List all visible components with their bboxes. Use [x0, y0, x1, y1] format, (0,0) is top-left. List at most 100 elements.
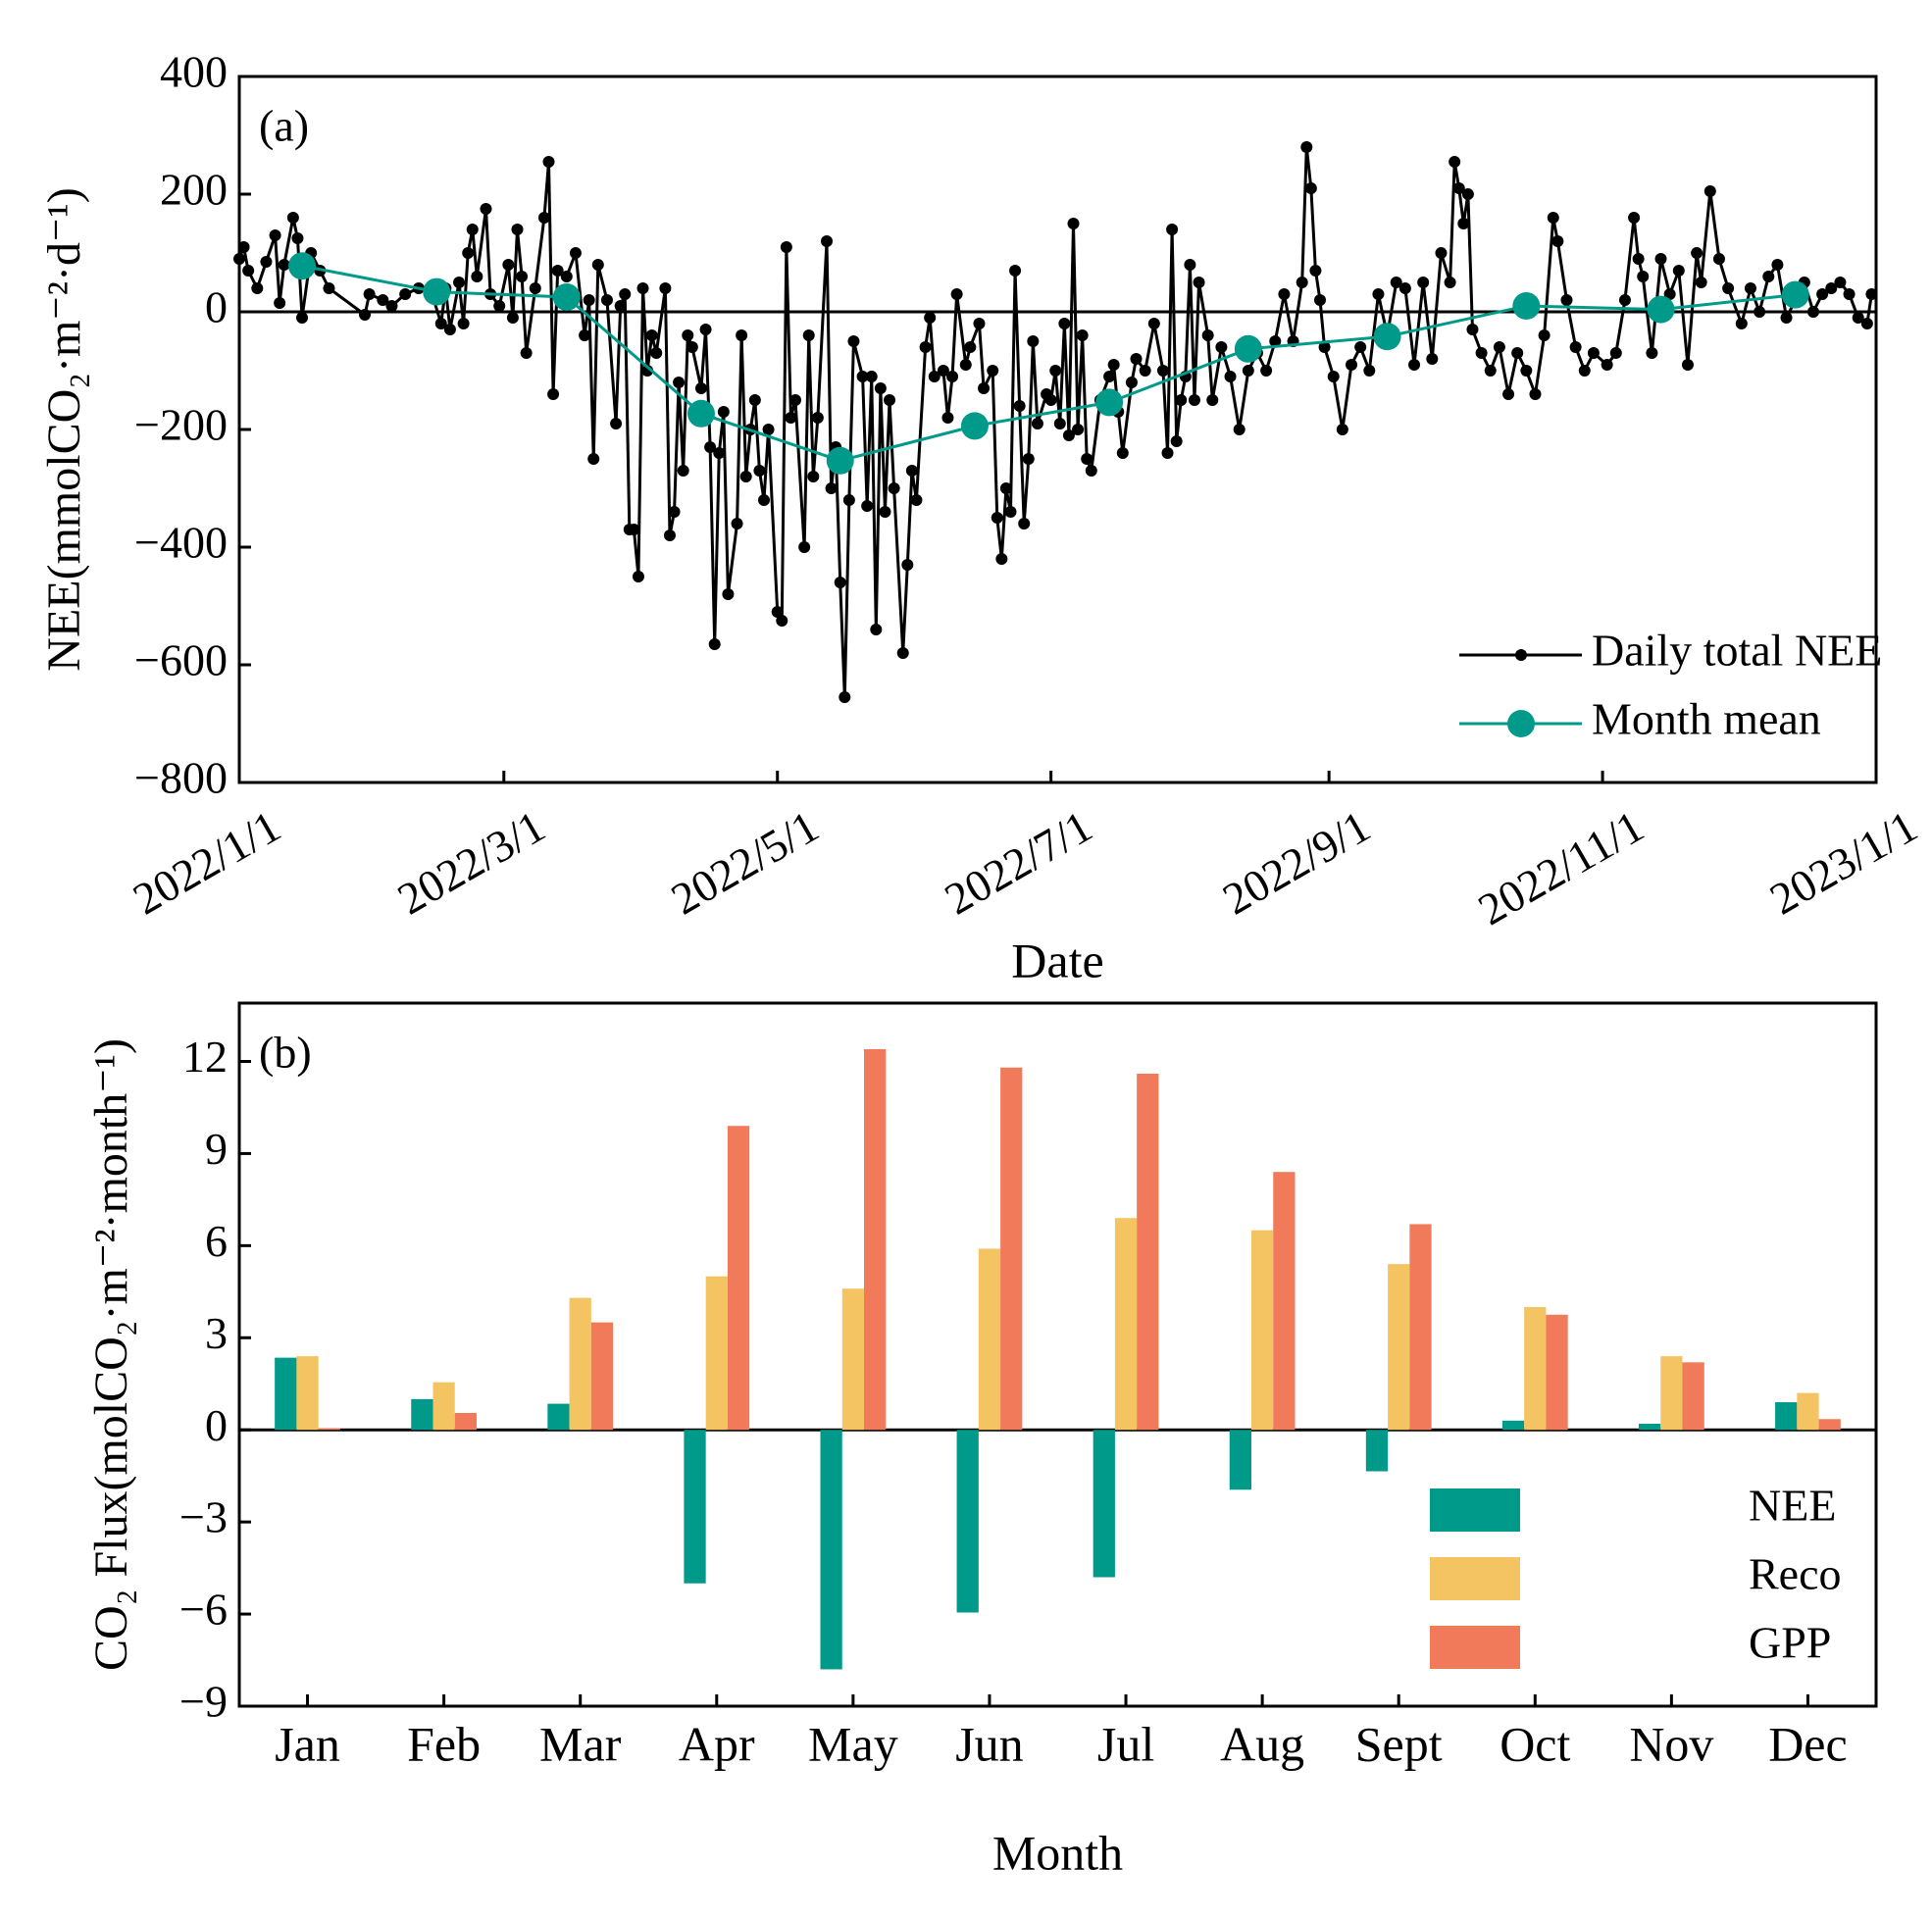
bar — [1797, 1392, 1819, 1431]
marker — [1278, 288, 1291, 300]
marker — [1547, 212, 1559, 224]
x-tick-label: 2022/3/1 — [389, 801, 553, 925]
bar — [864, 1048, 887, 1431]
marker — [1188, 394, 1200, 406]
x-tick-label: 2022/5/1 — [663, 801, 827, 925]
marker — [1304, 182, 1317, 194]
marker — [1816, 288, 1829, 300]
marker — [1095, 388, 1124, 417]
x-tick-label: Jan — [275, 1716, 340, 1771]
marker — [1184, 259, 1196, 271]
marker — [537, 212, 550, 224]
marker — [600, 294, 613, 306]
marker — [1654, 253, 1667, 265]
bar — [727, 1126, 750, 1431]
marker — [978, 382, 991, 394]
marker — [1193, 277, 1205, 288]
marker — [865, 371, 878, 382]
x-tick-label: Oct — [1500, 1716, 1570, 1771]
marker — [251, 282, 264, 294]
marker — [1067, 218, 1080, 229]
bar — [1229, 1430, 1251, 1490]
marker — [1587, 347, 1600, 359]
marker — [1601, 359, 1613, 371]
bar — [684, 1430, 706, 1584]
marker — [1628, 212, 1641, 224]
marker — [1578, 365, 1591, 377]
marker — [529, 282, 541, 294]
marker — [842, 494, 855, 506]
bar — [1388, 1264, 1410, 1431]
marker — [1860, 318, 1873, 329]
marker — [717, 406, 730, 418]
marker — [1806, 306, 1819, 318]
marker — [1318, 341, 1331, 353]
legend-swatch — [1430, 1488, 1520, 1532]
marker — [928, 371, 941, 382]
y-tick-label: 0 — [205, 1400, 228, 1450]
marker — [1085, 465, 1097, 477]
marker — [1009, 265, 1022, 277]
marker — [699, 324, 712, 335]
marker — [1234, 334, 1262, 363]
marker — [686, 399, 715, 428]
marker — [547, 388, 560, 400]
marker — [511, 224, 524, 235]
marker — [874, 382, 887, 394]
marker — [802, 329, 815, 341]
x-tick-label: May — [808, 1716, 898, 1771]
marker — [964, 341, 977, 353]
marker — [610, 418, 623, 429]
bar — [547, 1403, 570, 1431]
marker — [1076, 329, 1089, 341]
bar — [1137, 1074, 1159, 1431]
marker — [959, 359, 972, 371]
marker — [1538, 329, 1551, 341]
marker — [434, 318, 447, 329]
marker — [1452, 182, 1465, 194]
y-tick-label: 9 — [205, 1124, 228, 1174]
y-tick-label: 6 — [205, 1216, 228, 1266]
bar — [1093, 1430, 1115, 1578]
bar — [1365, 1430, 1389, 1472]
bar — [1501, 1420, 1525, 1431]
marker — [776, 615, 788, 627]
legend-swatch — [1430, 1557, 1520, 1600]
marker — [1681, 359, 1694, 371]
marker — [278, 259, 290, 271]
marker — [1647, 295, 1675, 324]
marker — [286, 212, 299, 224]
marker — [551, 265, 564, 277]
marker — [1346, 359, 1358, 371]
x-tick-label: Aug — [1220, 1716, 1304, 1771]
marker — [587, 453, 600, 465]
panel: −800 −600 −400 −200 0 200 400 (a) Date NEE(mmolCO… — [38, 47, 1925, 988]
marker — [677, 465, 689, 477]
marker — [1373, 323, 1401, 351]
y-tick-label: −3 — [179, 1492, 228, 1542]
marker — [1457, 218, 1470, 229]
marker — [466, 224, 479, 235]
marker — [896, 647, 909, 659]
x-tick-label: Dec — [1768, 1716, 1848, 1771]
marker — [385, 300, 398, 312]
marker — [821, 235, 834, 247]
marker — [870, 624, 883, 635]
marker — [471, 271, 483, 282]
marker — [1551, 235, 1564, 247]
x-tick-label: Feb — [407, 1716, 481, 1771]
marker — [905, 465, 918, 477]
marker — [269, 229, 281, 241]
x-tick-label: 2022/11/1 — [1470, 801, 1652, 935]
marker — [673, 377, 686, 388]
marker — [973, 318, 986, 329]
marker — [628, 524, 640, 535]
marker — [506, 312, 519, 324]
marker — [888, 482, 900, 494]
marker — [757, 494, 770, 506]
marker — [1296, 277, 1308, 288]
marker — [861, 500, 874, 512]
marker — [1027, 335, 1040, 347]
marker — [1147, 318, 1160, 329]
